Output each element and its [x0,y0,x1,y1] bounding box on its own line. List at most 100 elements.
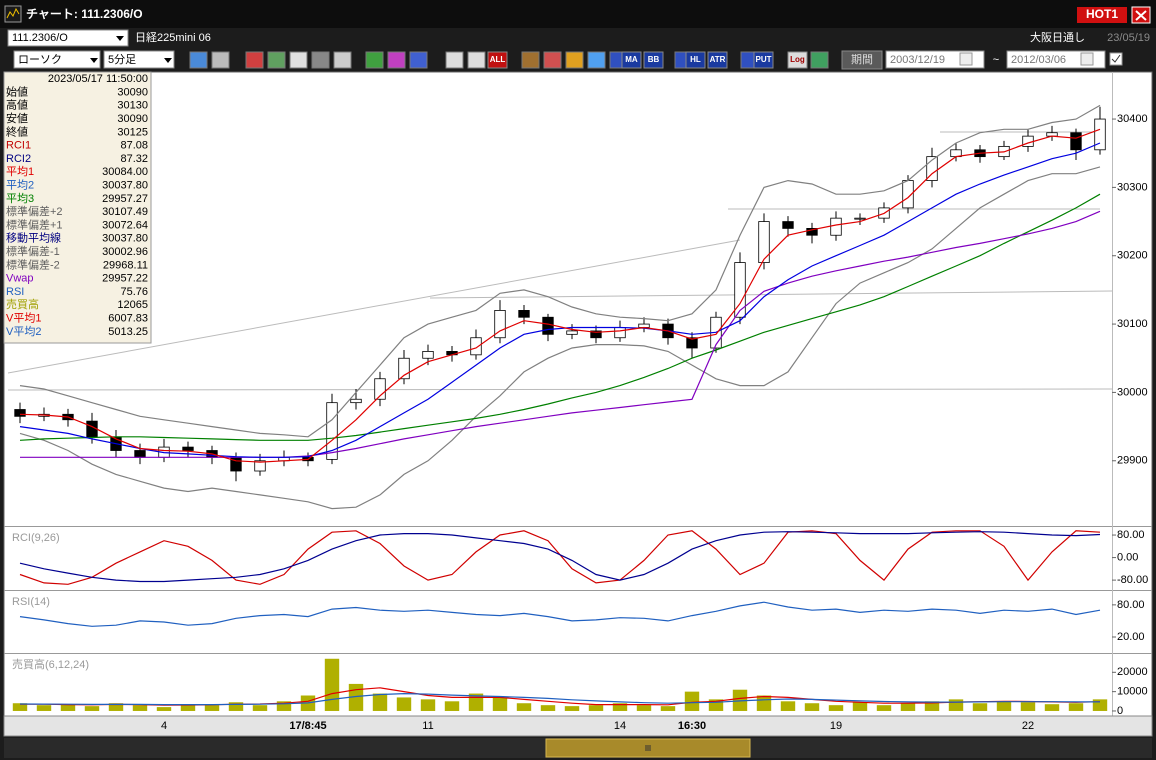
toolbar-button[interactable] [643,51,664,69]
toolbar-button[interactable] [467,51,486,69]
y-tick-label: 30000 [1117,386,1148,398]
y-tick-label: 80.00 [1117,599,1145,611]
y-tick-label: 0.00 [1117,551,1138,563]
candle-body [14,409,26,417]
calendar-button[interactable] [1080,52,1094,66]
candle-body [134,450,146,458]
title-bar [0,0,1156,28]
toolbar-button-label: ALL [490,55,506,64]
info-label: 平均3 [6,191,34,205]
toolbar-button[interactable] [365,51,384,69]
volume-bar [84,706,100,711]
toolbar-button[interactable] [621,51,642,69]
volume-bar [684,691,700,711]
toolbar-button[interactable] [787,51,808,69]
info-value: 30107.49 [102,206,148,218]
info-value: 30037.80 [102,180,148,192]
volume-bar [1044,704,1060,711]
toolbar-button[interactable] [810,51,829,69]
y-tick-label: 80.00 [1117,529,1145,541]
info-label: V平均2 [6,324,41,338]
info-label: 売買高 [6,297,39,311]
candle-body [254,460,266,472]
toolbar-button[interactable] [333,51,352,69]
hot-badge-label: HOT1 [1086,7,1118,21]
candle-body [326,402,338,460]
toolbar-button[interactable] [267,51,286,69]
x-tick-label: 16:30 [678,720,706,732]
plot: 30400 30300 30200 30100 30000 29900 80.00 0.00 -… [12,104,1148,717]
info-panel [3,71,152,344]
y-tick-label: 29900 [1117,455,1148,467]
trend-line [429,290,1113,299]
volume-bar [492,697,508,711]
candle-body [1094,118,1106,151]
series-line [19,692,1100,706]
volume-bar [372,693,388,711]
toolbar-button[interactable] [289,51,308,69]
toolbar-button[interactable] [521,51,540,69]
candle-body [1070,132,1082,151]
session: 大阪日通し [1030,30,1085,44]
from-date: 2003/12/19 [890,54,945,66]
toolbar-icons: ALL MA BB HL ATR PUT Log [189,51,829,69]
series-line [19,531,1101,583]
toolbar-button[interactable] [409,51,428,69]
close-glyph [1135,10,1147,21]
candle-body [758,221,770,263]
toolbar-button[interactable] [587,51,606,69]
info-value: 6007.83 [108,313,148,325]
series-line [19,142,1101,458]
info-value: 29957.27 [102,193,148,205]
volume-bar [132,705,148,711]
candle-body [734,262,746,318]
series-line [19,193,1101,441]
symbol-input[interactable] [7,29,129,47]
app-icon-glyph [6,7,20,19]
toolbar-button[interactable] [189,51,208,69]
volume-bar [756,695,772,711]
toolbar-button[interactable] [543,51,562,69]
toolbar-button[interactable] [487,51,508,69]
toolbar-button[interactable] [211,51,230,69]
window-title: チャート: 111.2306/O [26,7,143,21]
toolbar-button-label: ATR [710,55,726,64]
symbol-name: 日経225mini 06 [135,31,211,44]
volume-bar [804,703,820,711]
volume-bar [324,658,340,711]
series-line [19,104,1101,438]
toolbar-button[interactable] [387,51,406,69]
date-separator: ~ [993,54,999,66]
dropdown-arrow [164,58,172,63]
toolbar-button-label: HL [690,55,701,64]
toolbar-button[interactable] [245,51,264,69]
volume-bar [588,705,604,711]
chart-type-select[interactable] [13,50,101,69]
candle-body [686,337,698,349]
interval-select[interactable] [103,50,175,69]
candle-body [494,310,506,339]
candle-body [398,357,410,380]
candle-body [614,327,626,339]
toolbar-button[interactable] [707,51,728,69]
toolbar-button[interactable] [311,51,330,69]
trend-line [7,388,1113,391]
y-tick-label: 30200 [1117,250,1148,262]
volume-bar [636,705,652,711]
y-tick-label: -80.00 [1117,574,1148,586]
toolbar-button[interactable] [445,51,464,69]
calendar-button[interactable] [959,52,973,66]
info-value: 12065 [117,299,148,311]
volume-bar [228,702,244,711]
checkbox[interactable] [1109,52,1123,66]
period-button[interactable] [841,50,883,70]
toolbar-button[interactable] [753,51,774,69]
info-label: 始値 [6,84,28,98]
candle-body [590,330,602,339]
toolbar-button[interactable] [685,51,706,69]
hot-badge[interactable] [1077,7,1127,23]
volume-bar [540,705,556,711]
candle-body [350,398,362,404]
series-line [19,166,1101,510]
toolbar-button[interactable] [565,51,584,69]
